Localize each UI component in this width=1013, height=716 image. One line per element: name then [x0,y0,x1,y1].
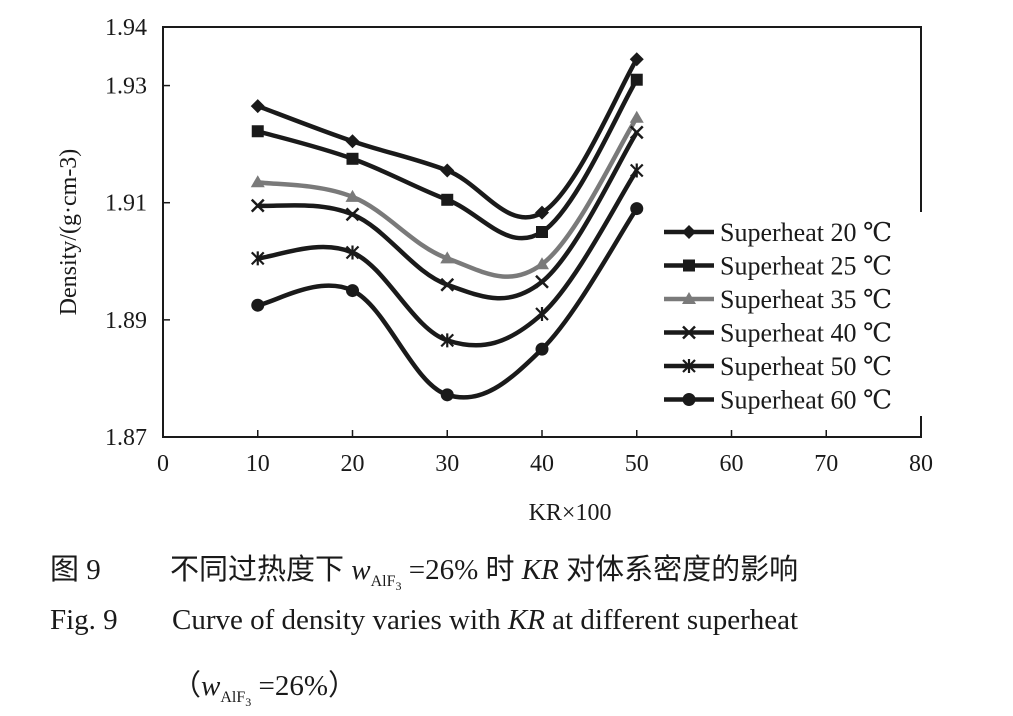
density-chart: 0 10 20 30 40 50 60 70 80 1.87 1.89 1.91 1.93 1.94 S… [56,15,933,526]
series-line [256,58,639,220]
series-6 [251,202,644,402]
caption-variable: w [351,554,371,586]
legend: Superheat 20 ℃ Superheat 25 ℃ Superheat 35… [655,212,923,416]
data-point-diamond [535,205,549,220]
caption-text: 对体系密度的影响 [558,554,799,586]
x-tick-label: 60 [720,451,744,477]
data-point-circle [251,298,265,312]
data-point-asterisk [440,333,455,348]
legend-item: Superheat 35 ℃ [664,285,892,314]
data-point-square [441,193,454,206]
legend-label: Superheat 60 ℃ [720,386,892,415]
caption-figure-number: 图 9 [50,554,101,586]
x-tick-label: 30 [435,451,459,477]
x-tick-label: 0 [157,451,169,477]
caption-subscript: AlF3 [370,572,402,593]
y-tick-label: 1.94 [105,15,147,41]
data-point-asterisk [535,307,549,321]
caption-variable: w [201,670,221,702]
legend-background [655,212,923,416]
caption-figure-number: Fig. 9 [50,604,118,636]
y-tick-label: 1.93 [105,74,147,100]
figure-caption-chinese: 图 9 不同过热度下 wAlF3 =26% 时 KR 对体系密度的影响 [50,546,798,594]
y-tick-label: 1.89 [105,308,147,334]
caption-paren: （ [172,670,202,702]
data-point-square [683,259,695,272]
x-tick-label: 80 [909,451,933,477]
data-point-x [250,198,265,213]
x-axis-label: KR×100 [529,500,612,526]
data-point-circle [535,342,549,356]
data-point-circle [440,388,454,402]
legend-label: Superheat 25 ℃ [720,252,892,281]
data-point-circle [346,284,359,298]
data-point-square [251,125,264,138]
data-point-triangle [682,292,696,304]
y-axis-label: Density/(g·cm-3) [56,149,82,316]
series-5 [250,163,644,348]
caption-variable: KR [521,554,559,586]
caption-text: at different superheat [544,604,799,636]
data-point-triangle [250,175,265,188]
x-tick-label: 50 [625,451,649,477]
legend-label: Superheat 50 ℃ [720,352,892,381]
data-point-circle [682,393,696,406]
y-axis-ticks: 1.87 1.89 1.91 1.93 1.94 [105,15,170,451]
caption-text: =26% 时 [401,554,522,586]
data-point-asterisk [629,163,644,178]
y-tick-label: 1.91 [105,191,147,217]
legend-item: Superheat 20 ℃ [664,218,892,247]
legend-item: Superheat 60 ℃ [664,386,892,415]
y-tick-label: 1.87 [105,425,147,451]
data-point-square [536,226,548,238]
data-point-x [345,207,360,222]
series-2 [251,73,643,241]
data-point-square [346,152,359,165]
x-axis-ticks: 0 10 20 30 40 50 60 70 80 [157,430,933,477]
x-tick-label: 40 [530,451,554,477]
figure-caption-english: Fig. 9 Curve of density varies with KR at… [50,604,798,637]
caption-text: 不同过热度下 [170,554,345,586]
caption-variable: KR [507,604,545,636]
data-point-asterisk [345,245,360,260]
series-3 [250,110,644,279]
series-line [257,131,639,301]
series-line [257,116,639,279]
data-point-diamond [682,225,696,239]
data-point-square [630,73,643,86]
data-point-asterisk [250,251,265,266]
x-tick-label: 20 [341,451,365,477]
data-point-triangle [345,189,360,202]
data-point-triangle [440,251,455,264]
legend-label: Superheat 35 ℃ [720,285,892,314]
data-point-x [440,277,455,292]
data-point-diamond [440,163,455,178]
x-tick-label: 10 [246,451,270,477]
data-point-diamond [250,99,265,114]
data-point-triangle [535,257,549,270]
legend-item: Superheat 25 ℃ [664,252,892,281]
figure-caption-english-line2: （wAlF3 =26%） [172,662,357,710]
data-point-circle [630,202,644,216]
caption-text: Curve of density varies with [172,604,508,636]
x-tick-label: 70 [814,451,838,477]
series-1 [250,52,644,220]
data-point-triangle [629,110,644,123]
data-point-x [535,274,549,289]
data-point-x [629,125,644,140]
data-point-asterisk [682,359,696,373]
series-4 [250,125,644,301]
caption-subscript: AlF3 [220,688,252,709]
series-layer [250,52,644,402]
legend-label: Superheat 40 ℃ [720,319,892,348]
caption-text: =26% [251,670,329,702]
data-point-x [682,325,696,340]
series-line [257,78,639,241]
legend-item: Superheat 40 ℃ [664,319,892,348]
data-point-diamond [345,134,360,149]
caption-paren: ） [328,670,358,702]
legend-label: Superheat 20 ℃ [720,218,892,247]
legend-item: Superheat 50 ℃ [664,352,892,381]
data-point-diamond [629,52,644,67]
